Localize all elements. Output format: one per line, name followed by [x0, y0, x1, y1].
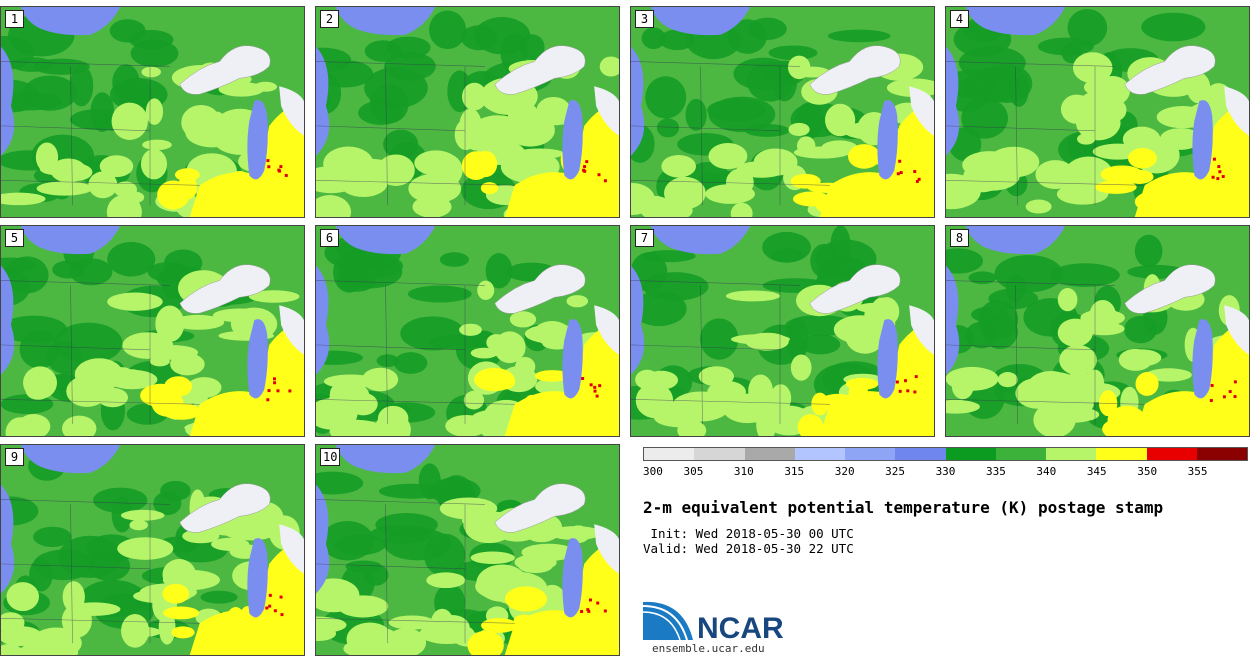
stamp-map — [316, 226, 619, 436]
stamp-8[interactable]: 8 — [945, 225, 1250, 437]
colorbar-segment — [1046, 448, 1097, 460]
stamp-number: 10 — [320, 448, 341, 466]
stamp-number: 5 — [5, 229, 24, 247]
colorbar-segment — [995, 448, 1046, 460]
stamp-map — [316, 7, 619, 217]
stamp-number: 1 — [5, 10, 24, 28]
colorbar-tick-label: 350 — [1137, 465, 1158, 478]
colorbar-segment — [845, 448, 896, 460]
colorbar-tick-label: 300 — [643, 465, 663, 478]
stamp-2[interactable]: 2 — [315, 6, 620, 218]
stamp-number: 4 — [950, 10, 969, 28]
colorbar-segment — [1146, 448, 1197, 460]
stamp-number: 9 — [5, 448, 24, 466]
ncar-logo-text: NCAR — [697, 612, 784, 645]
colorbar-segment — [744, 448, 795, 460]
stamp-map — [946, 226, 1249, 436]
colorbar-segment — [694, 448, 745, 460]
stamp-number: 2 — [320, 10, 339, 28]
stamp-1[interactable]: 1 — [0, 6, 305, 218]
colorbar-tick-label: 305 — [683, 465, 704, 478]
valid-time: Valid: Wed 2018-05-30 22 UTC — [643, 541, 854, 556]
ncar-logo: NCAR — [643, 601, 784, 645]
colorbar-segment — [644, 448, 695, 460]
stamp-map — [1, 7, 304, 217]
stamp-map — [946, 7, 1249, 217]
stamp-5[interactable]: 5 — [0, 225, 305, 437]
stamp-7[interactable]: 7 — [630, 225, 935, 437]
colorbar-segment — [794, 448, 845, 460]
stamp-3[interactable]: 3 — [630, 6, 935, 218]
colorbar-tick-label: 325 — [885, 465, 906, 478]
stamp-9[interactable]: 9 — [0, 444, 305, 656]
init-time: Init: Wed 2018-05-30 00 UTC — [643, 526, 854, 541]
logo-url: ensemble.ucar.edu — [652, 642, 765, 655]
colorbar-tick-label: 340 — [1036, 465, 1057, 478]
colorbar-tick-label: 335 — [985, 465, 1006, 478]
stamp-map — [631, 226, 934, 436]
colorbar-tick-label: 345 — [1086, 465, 1107, 478]
colorbar-tick-label: 355 — [1187, 465, 1208, 478]
colorbar-segment — [1096, 448, 1147, 460]
stamp-number: 7 — [635, 229, 654, 247]
stamp-map — [1, 226, 304, 436]
stamp-number: 6 — [320, 229, 339, 247]
chart-title: 2-m equivalent potential temperature (K)… — [643, 498, 1164, 517]
colorbar-ticks: 300 305 310 315 320 325 330 335 340 345 350 355 — [643, 465, 1248, 479]
colorbar-tick-label: 310 — [733, 465, 754, 478]
colorbar-tick-label: 320 — [834, 465, 855, 478]
stamp-map — [1, 445, 304, 655]
colorbar-tick-label: 330 — [935, 465, 956, 478]
colorbar — [643, 447, 1248, 461]
stamp-map — [631, 7, 934, 217]
stamp-number: 3 — [635, 10, 654, 28]
colorbar-segment — [895, 448, 946, 460]
stamp-6[interactable]: 6 — [315, 225, 620, 437]
stamp-map — [316, 445, 619, 655]
stamp-4[interactable]: 4 — [945, 6, 1250, 218]
stamp-10[interactable]: 10 — [315, 444, 620, 656]
colorbar-segment — [945, 448, 996, 460]
colorbar-tick-label: 315 — [784, 465, 805, 478]
colorbar-segment — [1196, 448, 1247, 460]
stamp-number: 8 — [950, 229, 969, 247]
